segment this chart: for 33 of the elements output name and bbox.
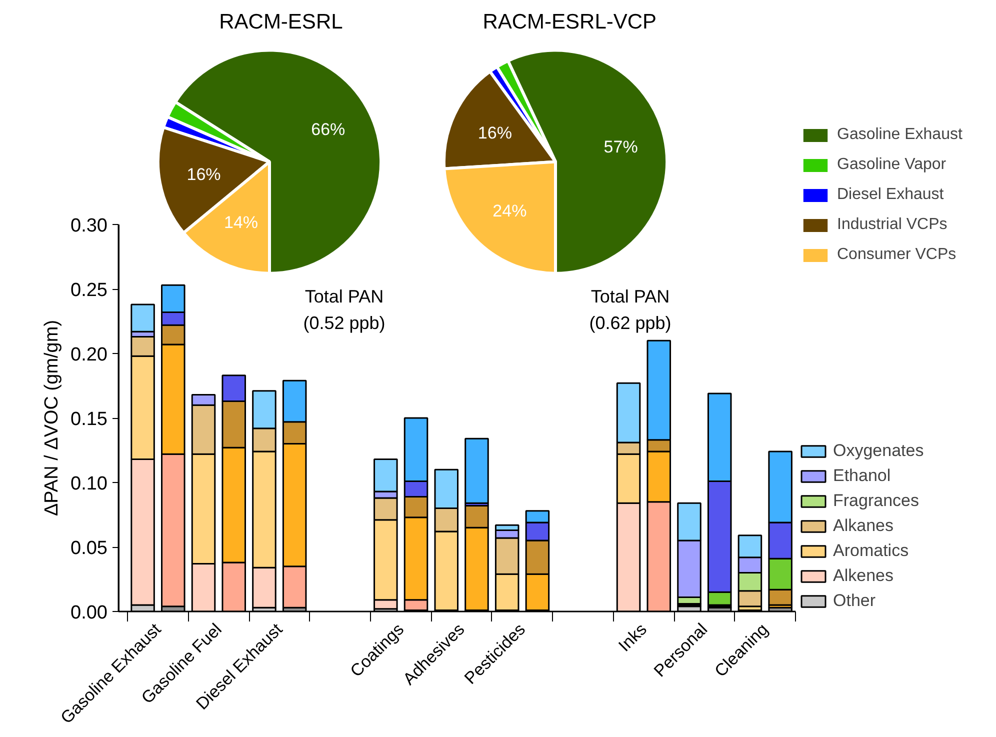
legend-label: Industrial VCPs [837, 216, 948, 234]
annotation: (0.62 ppb) [589, 313, 672, 334]
legend-label: Alkenes [833, 566, 894, 586]
annotation: Total PAN [304, 286, 384, 306]
legend-label: Oxygenates [833, 441, 924, 461]
legend-label: Aromatics [833, 541, 909, 561]
y-tick-label: 0.10 [70, 474, 108, 494]
y-tick-label: 0.20 [70, 344, 108, 366]
legend-label: Ethanol [833, 466, 891, 486]
data-label: 24% [492, 201, 527, 220]
data-label: 14% [224, 213, 258, 232]
data-label: 16% [478, 124, 512, 143]
legend-label: Diesel Exhaust [837, 186, 944, 204]
legend-label: Fragrances [833, 491, 919, 511]
annotation: Total PAN [590, 286, 670, 306]
legend-label: Gasoline Exhaust [837, 126, 962, 144]
legend-label: Consumer VCPs [837, 246, 956, 264]
data-label: 57% [604, 138, 638, 157]
chart-title: RACM-ESRL-VCP [482, 10, 657, 34]
legend-label: Alkanes [833, 516, 894, 536]
legend-label: Gasoline Vapor [837, 156, 946, 174]
y-tick-label: 0.25 [70, 280, 108, 301]
chart-title: RACM-ESRL [219, 10, 343, 34]
annotation: (0.52 ppb) [303, 313, 386, 334]
y-tick-label: 0.30 [70, 216, 108, 236]
data-label: 16% [186, 164, 221, 184]
legend-label: Other [833, 591, 876, 611]
y-tick-label: 0.00 [70, 602, 108, 624]
x-tick-label: Inks [614, 620, 650, 656]
y-axis-title: ΔPAN / ΔVOC (gm/gm) [42, 320, 63, 516]
data-label: 66% [311, 120, 346, 139]
y-tick-label: 0.05 [70, 538, 108, 559]
y-tick-label: 0.15 [70, 409, 108, 430]
